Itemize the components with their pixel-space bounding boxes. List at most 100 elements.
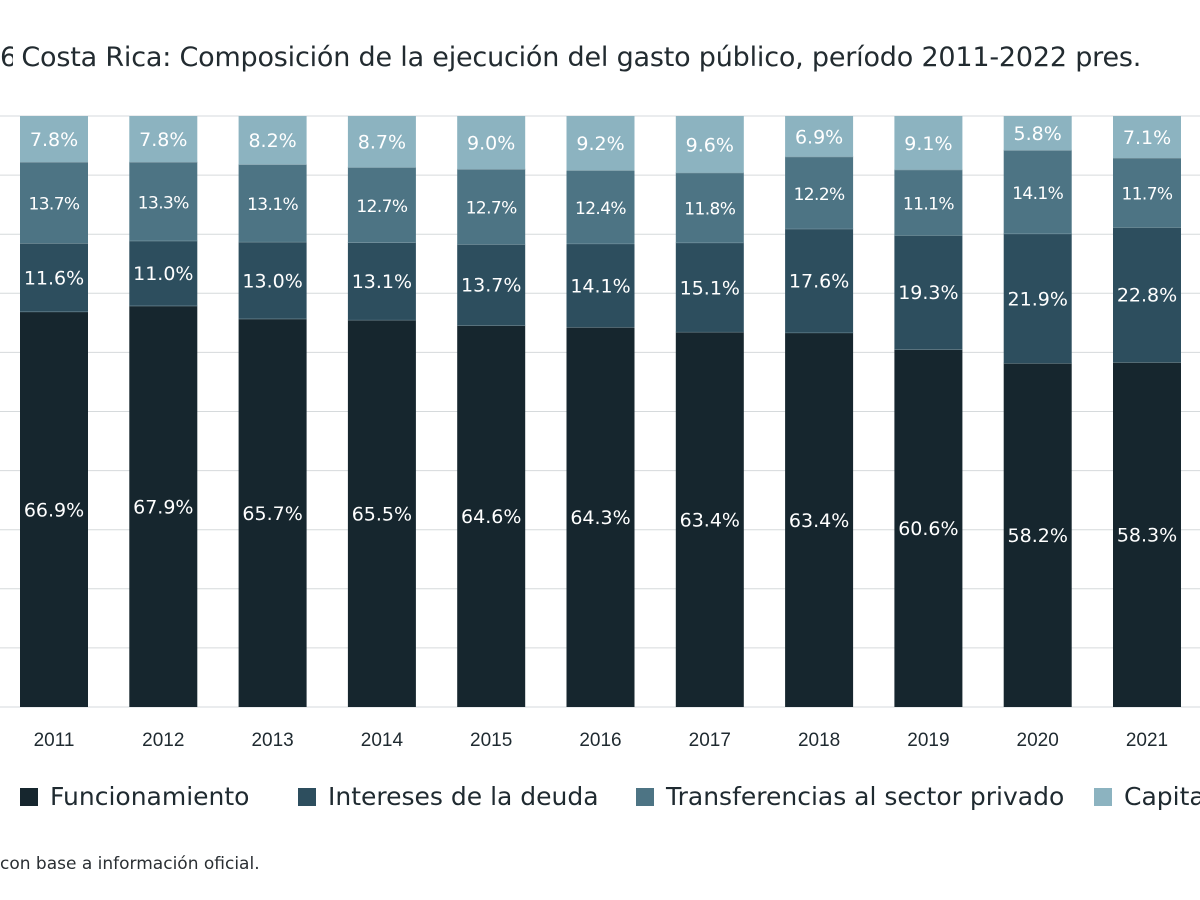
data-label: 7.8% — [30, 129, 78, 151]
data-label: 8.2% — [248, 130, 296, 152]
x-tick-label: 2020 — [1017, 730, 1059, 751]
bar-segment-capita — [1003, 116, 1072, 151]
chart-title-text: Costa Rica: Composición de la ejecución … — [21, 42, 1142, 73]
data-label: 64.6% — [461, 506, 521, 528]
x-tick-label: 2013 — [251, 730, 293, 751]
bar-segment-capita — [238, 116, 307, 165]
bar-segment-intereses-de-la-deuda — [675, 242, 744, 332]
legend-swatch — [20, 787, 38, 806]
bar-segment-transferencias-al-sector-privado — [894, 169, 963, 236]
bar-segment-intereses-de-la-deuda — [785, 228, 854, 333]
data-label: 13.1% — [247, 195, 298, 215]
data-label: 6.9% — [795, 126, 843, 148]
bar-segment-intereses-de-la-deuda — [129, 240, 198, 306]
bar-segment-funcionamiento — [347, 319, 416, 707]
data-label: 12.7% — [356, 197, 407, 217]
data-label: 58.2% — [1008, 525, 1068, 547]
bar-segment-funcionamiento — [457, 325, 526, 707]
bar-segment-intereses-de-la-deuda — [566, 243, 635, 327]
legend-label: Funcionamiento — [50, 782, 250, 811]
bar-segment-transferencias-al-sector-privado — [20, 162, 88, 244]
legend-label: Transferencias al sector privado — [666, 782, 1065, 811]
legend-item: Funcionamiento — [20, 782, 249, 811]
legend-item: Capita — [1094, 782, 1200, 811]
data-label: 14.1% — [1012, 184, 1063, 204]
x-axis-ticks: 2011 2012 2013 2014 2015 2016 2017 2018 2019 2020… — [34, 730, 1169, 751]
x-tick-label: 2017 — [689, 730, 731, 751]
bar-segment-transferencias-al-sector-privado — [1113, 158, 1181, 228]
bar-segment-funcionamiento — [238, 318, 307, 707]
data-label: 17.6% — [789, 271, 849, 293]
data-label: 67.9% — [133, 496, 193, 518]
data-label: 13.7% — [28, 195, 79, 215]
x-tick-label: 2011 — [34, 730, 75, 751]
data-label: 9.0% — [467, 133, 515, 155]
bar-segment-funcionamiento — [1113, 362, 1181, 707]
bar-segment-funcionamiento — [129, 305, 198, 707]
bar-segment-funcionamiento — [894, 349, 963, 707]
data-label: 9.1% — [904, 133, 952, 155]
bar-segment-funcionamiento — [20, 311, 88, 707]
data-label: 9.2% — [576, 133, 624, 155]
bar-segment-intereses-de-la-deuda — [894, 235, 963, 350]
data-label: 65.7% — [242, 503, 302, 525]
data-label: 13.1% — [352, 271, 412, 293]
bars — [20, 116, 1181, 707]
x-tick-label: 2012 — [142, 730, 184, 751]
chart-plot: 66.9% 11.6% 13.7% 7.8% 67.9% 11.0% 13.3% 7.8% 65… — [0, 115, 1200, 751]
bar-segment-funcionamiento — [675, 331, 744, 707]
bar-segment-transferencias-al-sector-privado — [1003, 150, 1072, 234]
bar-segment-funcionamiento — [785, 332, 854, 707]
source-note: con base a información oficial. — [0, 854, 260, 874]
legend-swatch — [636, 787, 654, 806]
data-label: 19.3% — [898, 282, 958, 304]
data-label: 65.5% — [352, 503, 412, 525]
chart-title: 6. Costa Rica: Composición de la ejecuci… — [0, 40, 1200, 76]
x-tick-label: 2021 — [1126, 730, 1168, 751]
data-label: 58.3% — [1117, 525, 1177, 547]
bar-segment-intereses-de-la-deuda — [238, 241, 307, 319]
bar-segment-transferencias-al-sector-privado — [457, 169, 526, 245]
data-label: 9.6% — [686, 134, 734, 156]
bar-segment-capita — [347, 116, 416, 168]
bar-segment-capita — [894, 116, 963, 170]
data-label: 21.9% — [1008, 288, 1068, 310]
bar-segment-capita — [457, 116, 526, 170]
x-tick-label: 2019 — [907, 730, 949, 751]
data-label: 8.7% — [358, 132, 406, 154]
x-tick-label: 2016 — [579, 730, 621, 751]
bar-segment-capita — [785, 116, 854, 157]
bar-segment-capita — [566, 116, 635, 171]
data-label: 12.2% — [794, 185, 845, 205]
chart-number: 6. — [0, 42, 13, 73]
data-label: 13.0% — [242, 270, 302, 292]
bar-segment-funcionamiento — [566, 326, 635, 707]
legend: Funcionamiento Intereses de la deuda Trans… — [0, 782, 1200, 818]
bar-segment-capita — [20, 116, 88, 163]
data-label: 12.4% — [575, 199, 626, 219]
data-label: 11.0% — [133, 263, 193, 285]
data-label: 14.1% — [570, 275, 630, 297]
legend-label: Intereses de la deuda — [328, 782, 599, 811]
bar-segment-transferencias-al-sector-privado — [566, 170, 635, 244]
bar-segment-intereses-de-la-deuda — [1003, 233, 1072, 364]
bar-segment-transferencias-al-sector-privado — [347, 167, 416, 243]
bar-segment-transferencias-al-sector-privado — [129, 162, 198, 241]
legend-label: Capita — [1124, 782, 1200, 811]
data-label: 64.3% — [570, 507, 630, 529]
data-labels: 66.9% 11.6% 13.7% 7.8% 67.9% 11.0% 13.3% 7.8% 65… — [24, 123, 1177, 547]
data-label: 13.3% — [138, 193, 189, 213]
bar-segment-transferencias-al-sector-privado — [675, 172, 744, 243]
bar-segment-capita — [675, 116, 744, 173]
bar-segment-intereses-de-la-deuda — [347, 242, 416, 320]
bar-segment-intereses-de-la-deuda — [457, 244, 526, 326]
data-label: 7.8% — [139, 129, 187, 151]
legend-item: Intereses de la deuda — [298, 782, 599, 811]
data-label: 5.8% — [1014, 123, 1062, 145]
data-label: 15.1% — [680, 277, 740, 299]
data-label: 63.4% — [680, 509, 740, 531]
data-label: 11.1% — [903, 194, 954, 214]
x-tick-label: 2015 — [470, 730, 512, 751]
bar-segment-transferencias-al-sector-privado — [785, 156, 854, 229]
data-label: 66.9% — [24, 499, 84, 521]
